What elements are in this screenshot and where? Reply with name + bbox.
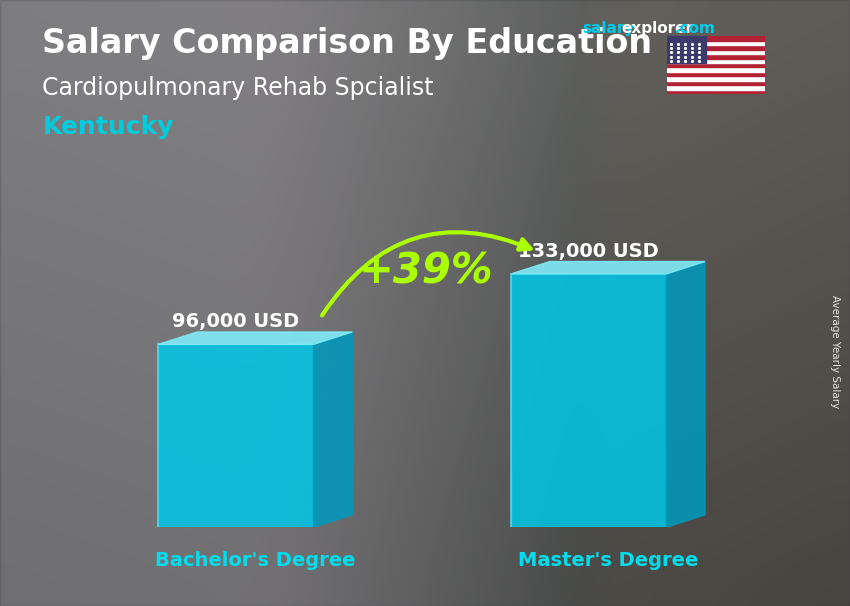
Bar xyxy=(667,50,765,54)
Bar xyxy=(667,81,765,85)
Polygon shape xyxy=(511,262,705,274)
Text: Kentucky: Kentucky xyxy=(42,115,174,139)
Polygon shape xyxy=(511,274,666,527)
Polygon shape xyxy=(158,344,314,527)
Text: explorer: explorer xyxy=(621,21,694,36)
Text: Bachelor's Degree: Bachelor's Degree xyxy=(155,550,355,570)
Bar xyxy=(667,63,765,67)
Bar xyxy=(667,85,765,90)
Text: Master's Degree: Master's Degree xyxy=(518,550,698,570)
Bar xyxy=(667,36,706,63)
Bar xyxy=(667,54,765,59)
Text: Average Yearly Salary: Average Yearly Salary xyxy=(830,295,840,408)
Text: .com: .com xyxy=(674,21,715,36)
Bar xyxy=(667,36,765,41)
Text: Salary Comparison By Education: Salary Comparison By Education xyxy=(42,27,653,60)
Text: salary: salary xyxy=(582,21,635,36)
Bar xyxy=(667,76,765,81)
Bar xyxy=(667,59,765,63)
Bar xyxy=(667,72,765,76)
Bar xyxy=(667,41,765,45)
Bar xyxy=(667,90,765,94)
Text: 133,000 USD: 133,000 USD xyxy=(518,242,659,261)
Text: 96,000 USD: 96,000 USD xyxy=(173,312,299,331)
Text: +39%: +39% xyxy=(359,250,494,292)
Polygon shape xyxy=(666,262,705,527)
Bar xyxy=(667,67,765,72)
Text: Cardiopulmonary Rehab Spcialist: Cardiopulmonary Rehab Spcialist xyxy=(42,76,434,100)
Polygon shape xyxy=(314,332,352,527)
Bar xyxy=(667,45,765,50)
Polygon shape xyxy=(158,332,352,344)
